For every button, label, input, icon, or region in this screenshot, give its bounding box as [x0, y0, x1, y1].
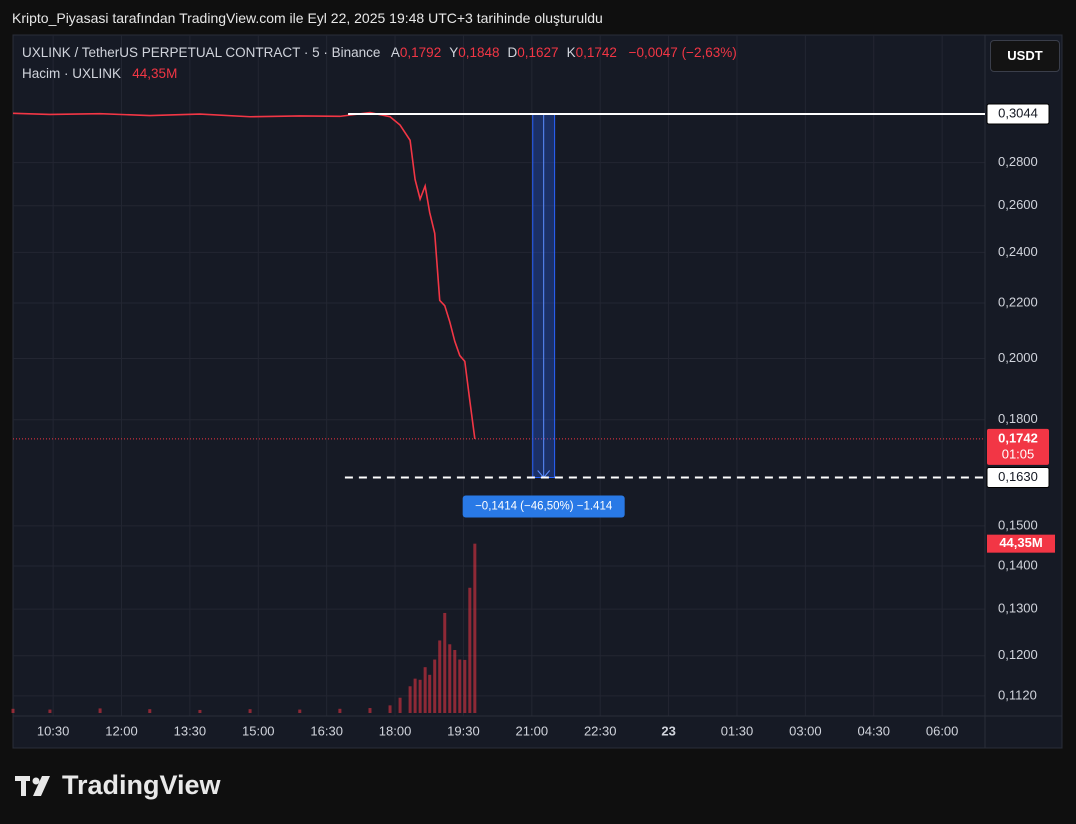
x-tick-label: 04:30: [857, 723, 890, 738]
volume-bar: [423, 667, 427, 713]
volume-bar: [408, 686, 412, 713]
x-tick-label: 15:00: [242, 723, 275, 738]
y-tick-label: 0,1800: [998, 411, 1038, 426]
last-price-label: 0,1742: [998, 430, 1038, 445]
x-tick-label: 18:00: [379, 723, 412, 738]
price-line: [12, 111, 476, 439]
brand: TradingView: [62, 770, 221, 800]
x-tick-label: 19:30: [447, 723, 480, 738]
y-tick-label: 0,1200: [998, 647, 1038, 662]
volume-bar: [398, 697, 402, 713]
ohlc: A0,1792 Y0,1848 D0,1627 K0,1742: [391, 45, 625, 60]
volume-bar: [473, 543, 477, 713]
y-tick-label: 0,2400: [998, 244, 1038, 259]
ohlc-key: Y: [449, 45, 459, 60]
volume-label: 44,35M: [999, 535, 1042, 550]
x-tick-label: 03:00: [789, 723, 822, 738]
level-label: 0,1630: [998, 469, 1038, 484]
level-label: 0,3044: [998, 105, 1038, 120]
level-box: [986, 103, 1050, 125]
ohlc-key: A: [390, 45, 400, 60]
volume-bar: [448, 644, 452, 713]
volume-bar: [463, 659, 467, 713]
volume-bar: [338, 708, 342, 713]
x-tick-label: 10:30: [37, 723, 70, 738]
volume-bar: [453, 650, 457, 713]
y-tick-label: 0,2800: [998, 154, 1038, 169]
volume-value: 44,35M: [132, 66, 178, 81]
volume-bar: [368, 708, 372, 713]
y-tick-label: 0,1500: [998, 517, 1038, 532]
volume-bar: [48, 709, 52, 713]
ohlc-value: 0,1848: [458, 45, 500, 60]
x-tick-label: 12:00: [105, 723, 138, 738]
volume-bar: [428, 674, 432, 713]
y-tick-label: 0,2000: [998, 350, 1038, 365]
legend: UXLINK / TetherUS PERPETUAL CONTRACT · 5…: [22, 45, 745, 60]
change: −0,0047 (−2,63%): [628, 45, 737, 60]
x-tick-label: 23: [661, 723, 675, 738]
volume-bar: [443, 612, 447, 713]
volume-bar: [433, 659, 437, 713]
x-tick-label: 01:30: [721, 723, 754, 738]
volume-legend: Hacim · UXLINK 44,35M: [22, 66, 185, 81]
x-tick-label: 21:00: [516, 723, 549, 738]
ohlc-key: D: [507, 45, 518, 60]
volume-bar: [468, 587, 472, 713]
volume-bar: [413, 678, 417, 713]
volume-bar: [458, 659, 462, 713]
symbol: UXLINK / TetherUS PERPETUAL CONTRACT · 5…: [22, 45, 381, 60]
ohlc-value: 0,1792: [399, 45, 442, 60]
y-tick-label: 0,1400: [998, 557, 1038, 572]
volume-bar: [148, 709, 152, 713]
ohlc-value: 0,1742: [575, 45, 617, 60]
volume-bar: [298, 709, 302, 713]
measure-label-box: [462, 495, 625, 518]
volume-bar: [438, 640, 442, 713]
volume-bar: [198, 709, 202, 713]
volume-label-box: [987, 534, 1055, 553]
volume-bar: [98, 708, 102, 713]
volume-bar: [248, 709, 252, 713]
caption: Kripto_Piyasasi tarafından TradingView.c…: [12, 10, 603, 26]
volume-bar: [418, 679, 422, 713]
x-tick-label: 16:30: [310, 723, 343, 738]
last-price-box: [987, 428, 1049, 465]
countdown: 01:05: [1002, 446, 1035, 461]
y-tick-label: 0,1300: [998, 601, 1038, 616]
y-tick-label: 0,2600: [998, 197, 1038, 212]
volume-bar: [11, 708, 15, 713]
x-tick-label: 22:30: [584, 723, 617, 738]
logo-icon: [15, 776, 50, 796]
pane: [12, 34, 1063, 749]
measure-label: −0,1414 (−46,50%) −1.414: [475, 501, 613, 513]
level-box: [986, 467, 1050, 489]
y-tick-label: 0,2200: [998, 294, 1038, 309]
ohlc-key: K: [566, 45, 576, 60]
y-tick-label: 0,1120: [998, 687, 1037, 702]
volume-bar: [388, 705, 392, 713]
currency-button[interactable]: USDT: [990, 40, 1060, 72]
x-tick-label: 06:00: [926, 723, 959, 738]
x-tick-label: 13:30: [174, 723, 207, 738]
volume-name: Hacim · UXLINK: [22, 66, 122, 81]
ohlc-value: 0,1627: [517, 45, 559, 60]
